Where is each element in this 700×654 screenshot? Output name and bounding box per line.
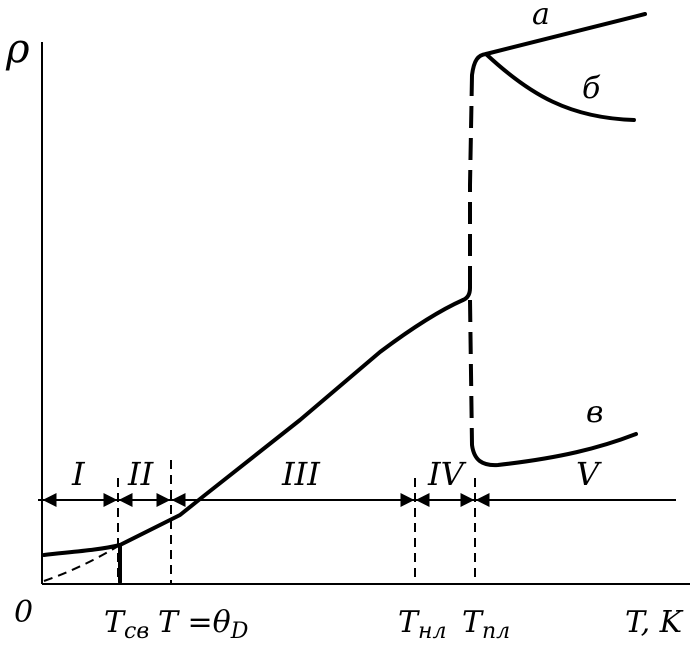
curve-label-v: в bbox=[586, 395, 603, 430]
curve-kink bbox=[461, 286, 472, 302]
y-axis-label: ρ bbox=[5, 26, 30, 72]
origin-label: 0 bbox=[14, 595, 33, 630]
label-t-nl: Tнл bbox=[398, 605, 447, 644]
curve-extrapolation-dashed bbox=[43, 544, 121, 582]
label-t-pl: Tпл bbox=[462, 605, 510, 644]
melting-jump-up-dashed bbox=[468, 74, 474, 288]
curve-v bbox=[470, 432, 638, 468]
curve-b bbox=[484, 52, 636, 122]
melting-jump-down-dashed bbox=[468, 299, 474, 446]
label-t-sv: Tсв bbox=[104, 605, 149, 644]
zone-label-ii: II bbox=[127, 455, 155, 493]
curve-label-a: а bbox=[532, 0, 550, 32]
zone-label-iii: III bbox=[281, 455, 321, 493]
zone-label-iv: IV bbox=[427, 455, 467, 493]
label-t-theta: T =θD bbox=[158, 605, 249, 644]
curve-low-temperature bbox=[42, 543, 122, 557]
curve-label-b: б bbox=[582, 71, 601, 106]
x-axis-label: T, K bbox=[625, 605, 684, 640]
zone-label-i: I bbox=[71, 455, 86, 493]
zone-label-v: V bbox=[576, 455, 602, 493]
curve-main-rise bbox=[118, 298, 465, 547]
